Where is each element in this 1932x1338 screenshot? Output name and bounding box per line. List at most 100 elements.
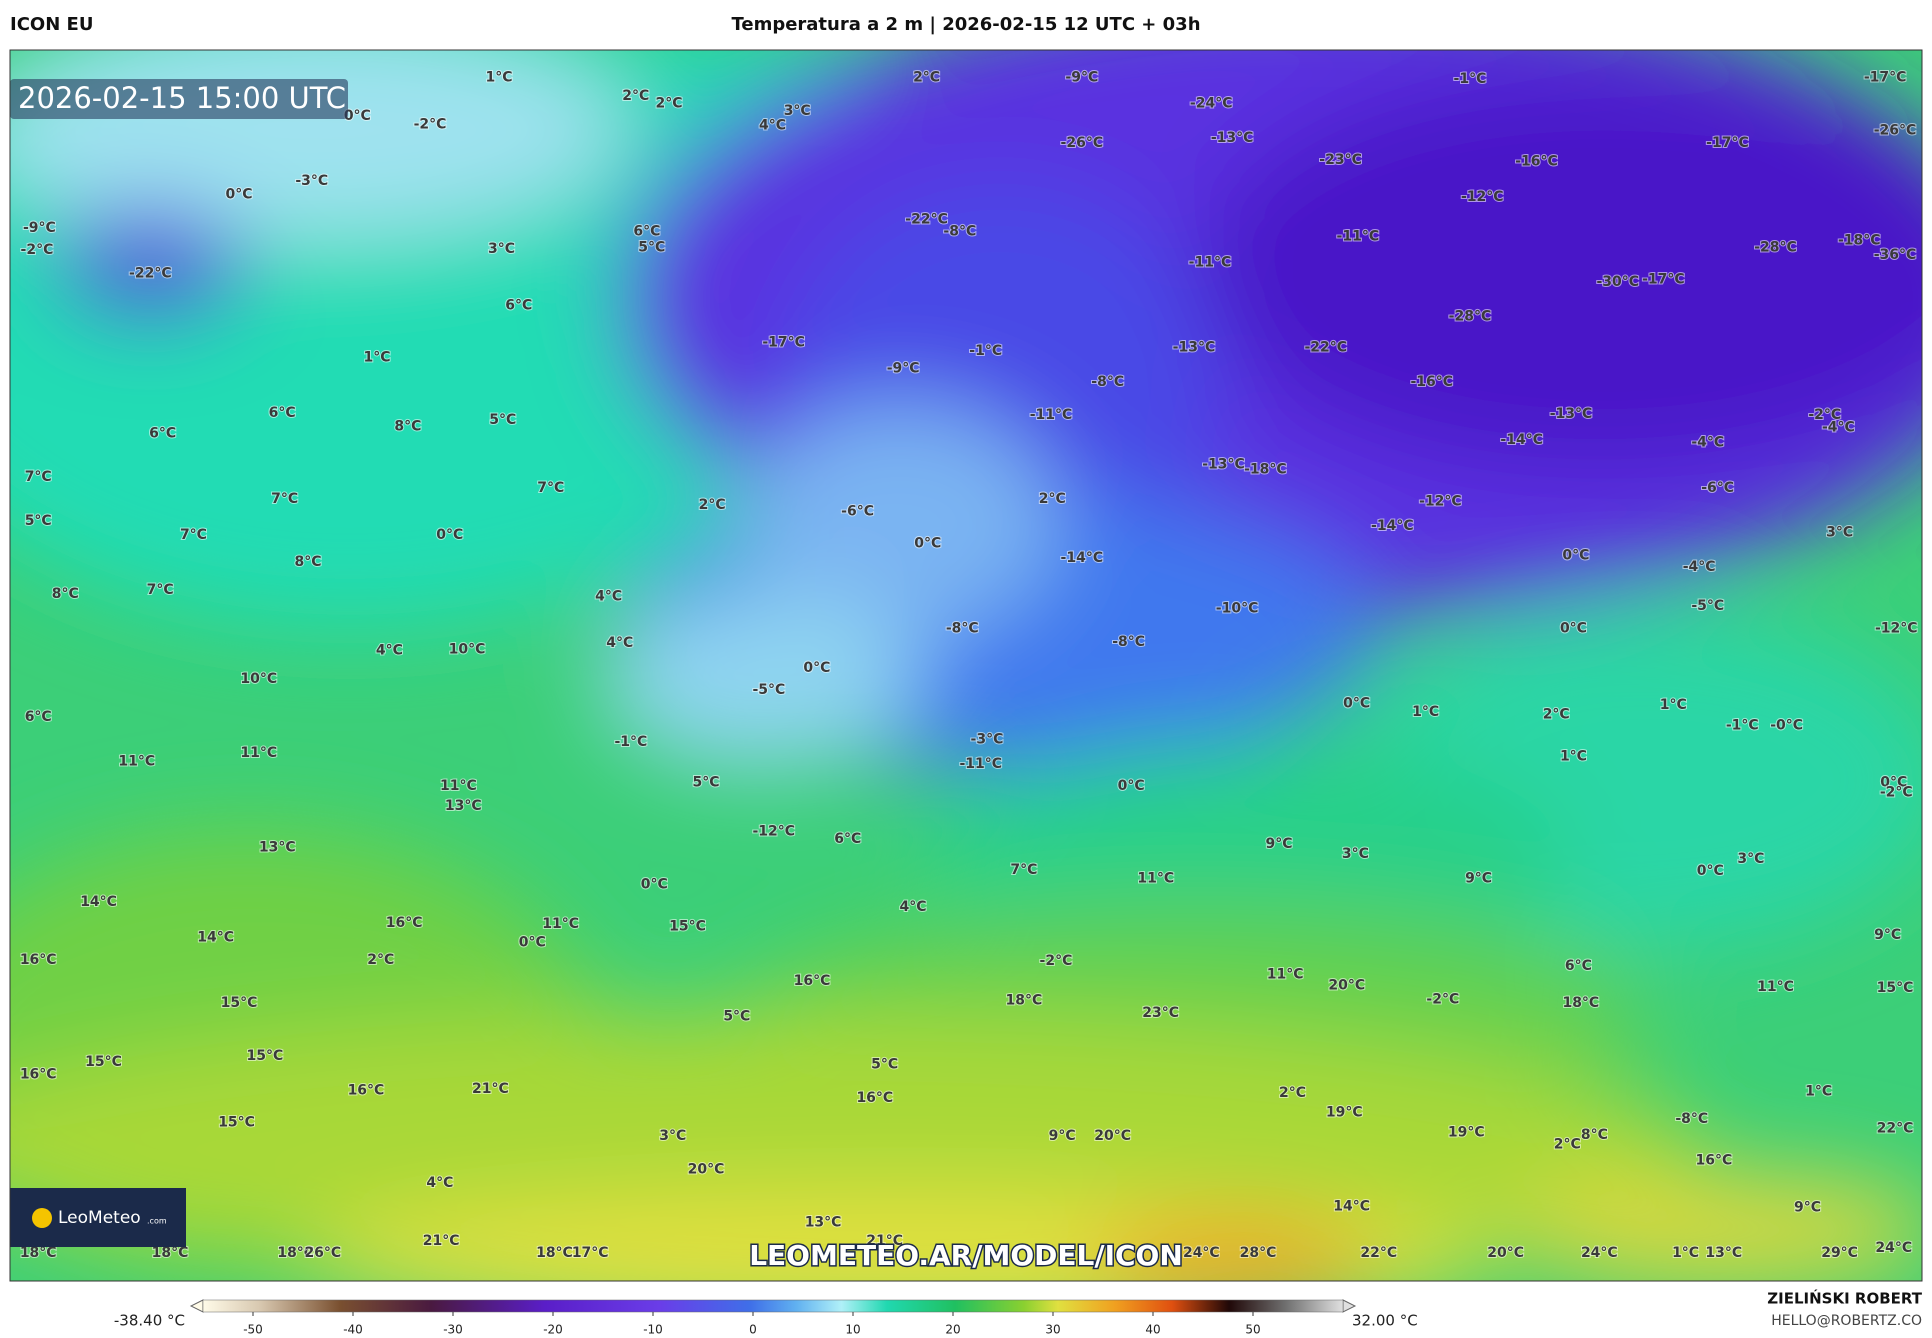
temperature-label: -26°C xyxy=(1874,123,1917,139)
temperature-label: -2°C xyxy=(1808,407,1841,423)
temperature-label: -18°C xyxy=(1244,461,1287,477)
temperature-label: -12°C xyxy=(1875,620,1918,636)
temperature-label: -8°C xyxy=(943,224,976,240)
temperature-label: -11°C xyxy=(1337,229,1380,245)
colorbar-tick-label: 50 xyxy=(1245,1323,1260,1337)
temperature-label: 0°C xyxy=(344,108,371,124)
time-box xyxy=(10,79,348,119)
temperature-label: -1°C xyxy=(1726,718,1759,734)
temperature-label: 0°C xyxy=(1560,620,1587,636)
temperature-label: -13°C xyxy=(1202,457,1245,473)
temperature-label: -3°C xyxy=(971,731,1004,747)
temperature-label: -4°C xyxy=(1683,559,1716,575)
temperature-label: 2°C xyxy=(1279,1085,1306,1101)
map-frame xyxy=(9,49,1923,1282)
temperature-label: 4°C xyxy=(595,588,622,604)
temperature-label: 0°C xyxy=(803,660,830,676)
map-title: Temperatura a 2 m | 2026-02-15 12 UTC + … xyxy=(731,14,1200,35)
temperature-label: 6°C xyxy=(269,405,296,421)
temperature-label: 6°C xyxy=(1565,958,1592,974)
temperature-label: 13°C xyxy=(445,798,482,814)
temperature-label: -8°C xyxy=(1112,634,1145,650)
temperature-label: 18°C xyxy=(277,1245,314,1261)
temperature-label: -28°C xyxy=(1754,240,1797,256)
temperature-label: 22°C xyxy=(1360,1245,1397,1261)
temperature-label: 6°C xyxy=(633,224,660,240)
temperature-label: -8°C xyxy=(1091,374,1124,390)
temperature-label: 18°C xyxy=(152,1245,189,1261)
temperature-label: 13°C xyxy=(805,1214,842,1230)
temperature-label: 13°C xyxy=(259,840,296,856)
temperature-label: 16°C xyxy=(20,952,57,968)
temperature-label: 22°C xyxy=(1877,1121,1914,1137)
temperature-label: 21°C xyxy=(472,1081,509,1097)
temperature-label: 15°C xyxy=(669,919,706,935)
temperature-label: -28°C xyxy=(1449,309,1492,325)
temperature-label: -12°C xyxy=(1461,189,1504,205)
temperature-label: 8°C xyxy=(295,554,322,570)
temperature-label: -17°C xyxy=(1706,135,1749,151)
temperature-label: 14°C xyxy=(197,930,234,946)
temperature-label: 15°C xyxy=(221,995,258,1011)
temperature-label: 2°C xyxy=(699,497,726,513)
temperature-label: 14°C xyxy=(80,894,117,910)
temperature-label: 2°C xyxy=(367,952,394,968)
temperature-label: -6°C xyxy=(1701,480,1734,496)
temperature-label: 4°C xyxy=(606,635,633,651)
temperature-label: -16°C xyxy=(1410,374,1453,390)
colorbar-tick-label: 30 xyxy=(1045,1323,1060,1337)
temperature-label: -1°C xyxy=(1454,71,1487,87)
temperature-label: 19°C xyxy=(1326,1105,1363,1121)
colorbar-max: 32.00 °C xyxy=(1352,1312,1418,1330)
temperature-label: 11°C xyxy=(118,753,155,769)
temperature-label: 6°C xyxy=(25,709,52,725)
temperature-label: 8°C xyxy=(1581,1127,1608,1143)
temperature-label: -17°C xyxy=(1642,272,1685,288)
temperature-label: 28°C xyxy=(1240,1245,1277,1261)
temperature-label: -2°C xyxy=(21,242,54,258)
colorbar-tick-label: 10 xyxy=(845,1323,860,1337)
temperature-label: 16°C xyxy=(856,1090,893,1106)
temperature-label: 20°C xyxy=(1094,1128,1131,1144)
temperature-label: 2°C xyxy=(656,96,683,112)
temperature-label: 20°C xyxy=(1487,1245,1524,1261)
temperature-label: 20°C xyxy=(688,1161,725,1177)
temperature-label: -8°C xyxy=(1675,1111,1708,1127)
temperature-label: 9°C xyxy=(1265,836,1292,852)
temperature-label: 15°C xyxy=(85,1054,122,1070)
temperature-label: 19°C xyxy=(1448,1124,1485,1140)
temperature-label: 3°C xyxy=(1826,524,1853,540)
colorbar-tick-label: -40 xyxy=(343,1323,363,1337)
temperature-label: 4°C xyxy=(426,1175,453,1191)
temperature-label: -18°C xyxy=(1838,232,1881,248)
temperature-label: -24°C xyxy=(1190,96,1233,112)
temperature-label: 21°C xyxy=(423,1233,460,1249)
temperature-label: 5°C xyxy=(638,240,665,256)
temperature-label: -22°C xyxy=(1304,339,1347,355)
colorbar-tick-label: -20 xyxy=(543,1323,563,1337)
contact: HELLO@ROBERTZ.CO xyxy=(1771,1313,1922,1329)
colorbar-tick-label: 20 xyxy=(945,1323,960,1337)
temperature-label: 7°C xyxy=(25,469,52,485)
temperature-label: 3°C xyxy=(784,103,811,119)
temperature-label: -14°C xyxy=(1371,518,1414,534)
temperature-label: -26°C xyxy=(1061,135,1104,151)
temperature-label: 0°C xyxy=(641,877,668,893)
temperature-label: -2°C xyxy=(1880,784,1913,800)
temperature-label: -13°C xyxy=(1550,406,1593,422)
temperature-label: 6°C xyxy=(834,831,861,847)
temperature-label: 23°C xyxy=(1142,1005,1179,1021)
colorbar: -50 -40 -30 -20 -10 0 10 20 30 40 50 xyxy=(189,1299,1357,1337)
temperature-label: 18°C xyxy=(1006,993,1043,1009)
temperature-label: 2°C xyxy=(1543,707,1570,723)
temperature-label: -8°C xyxy=(946,620,979,636)
author: ZIELIŃSKI ROBERT xyxy=(1767,1289,1922,1308)
temperature-label: -14°C xyxy=(1061,550,1104,566)
colorbar-ramp xyxy=(202,1299,1344,1313)
temperature-label: 16°C xyxy=(1696,1153,1733,1169)
temperature-label: 7°C xyxy=(271,491,298,507)
temperature-label: 4°C xyxy=(759,118,786,134)
